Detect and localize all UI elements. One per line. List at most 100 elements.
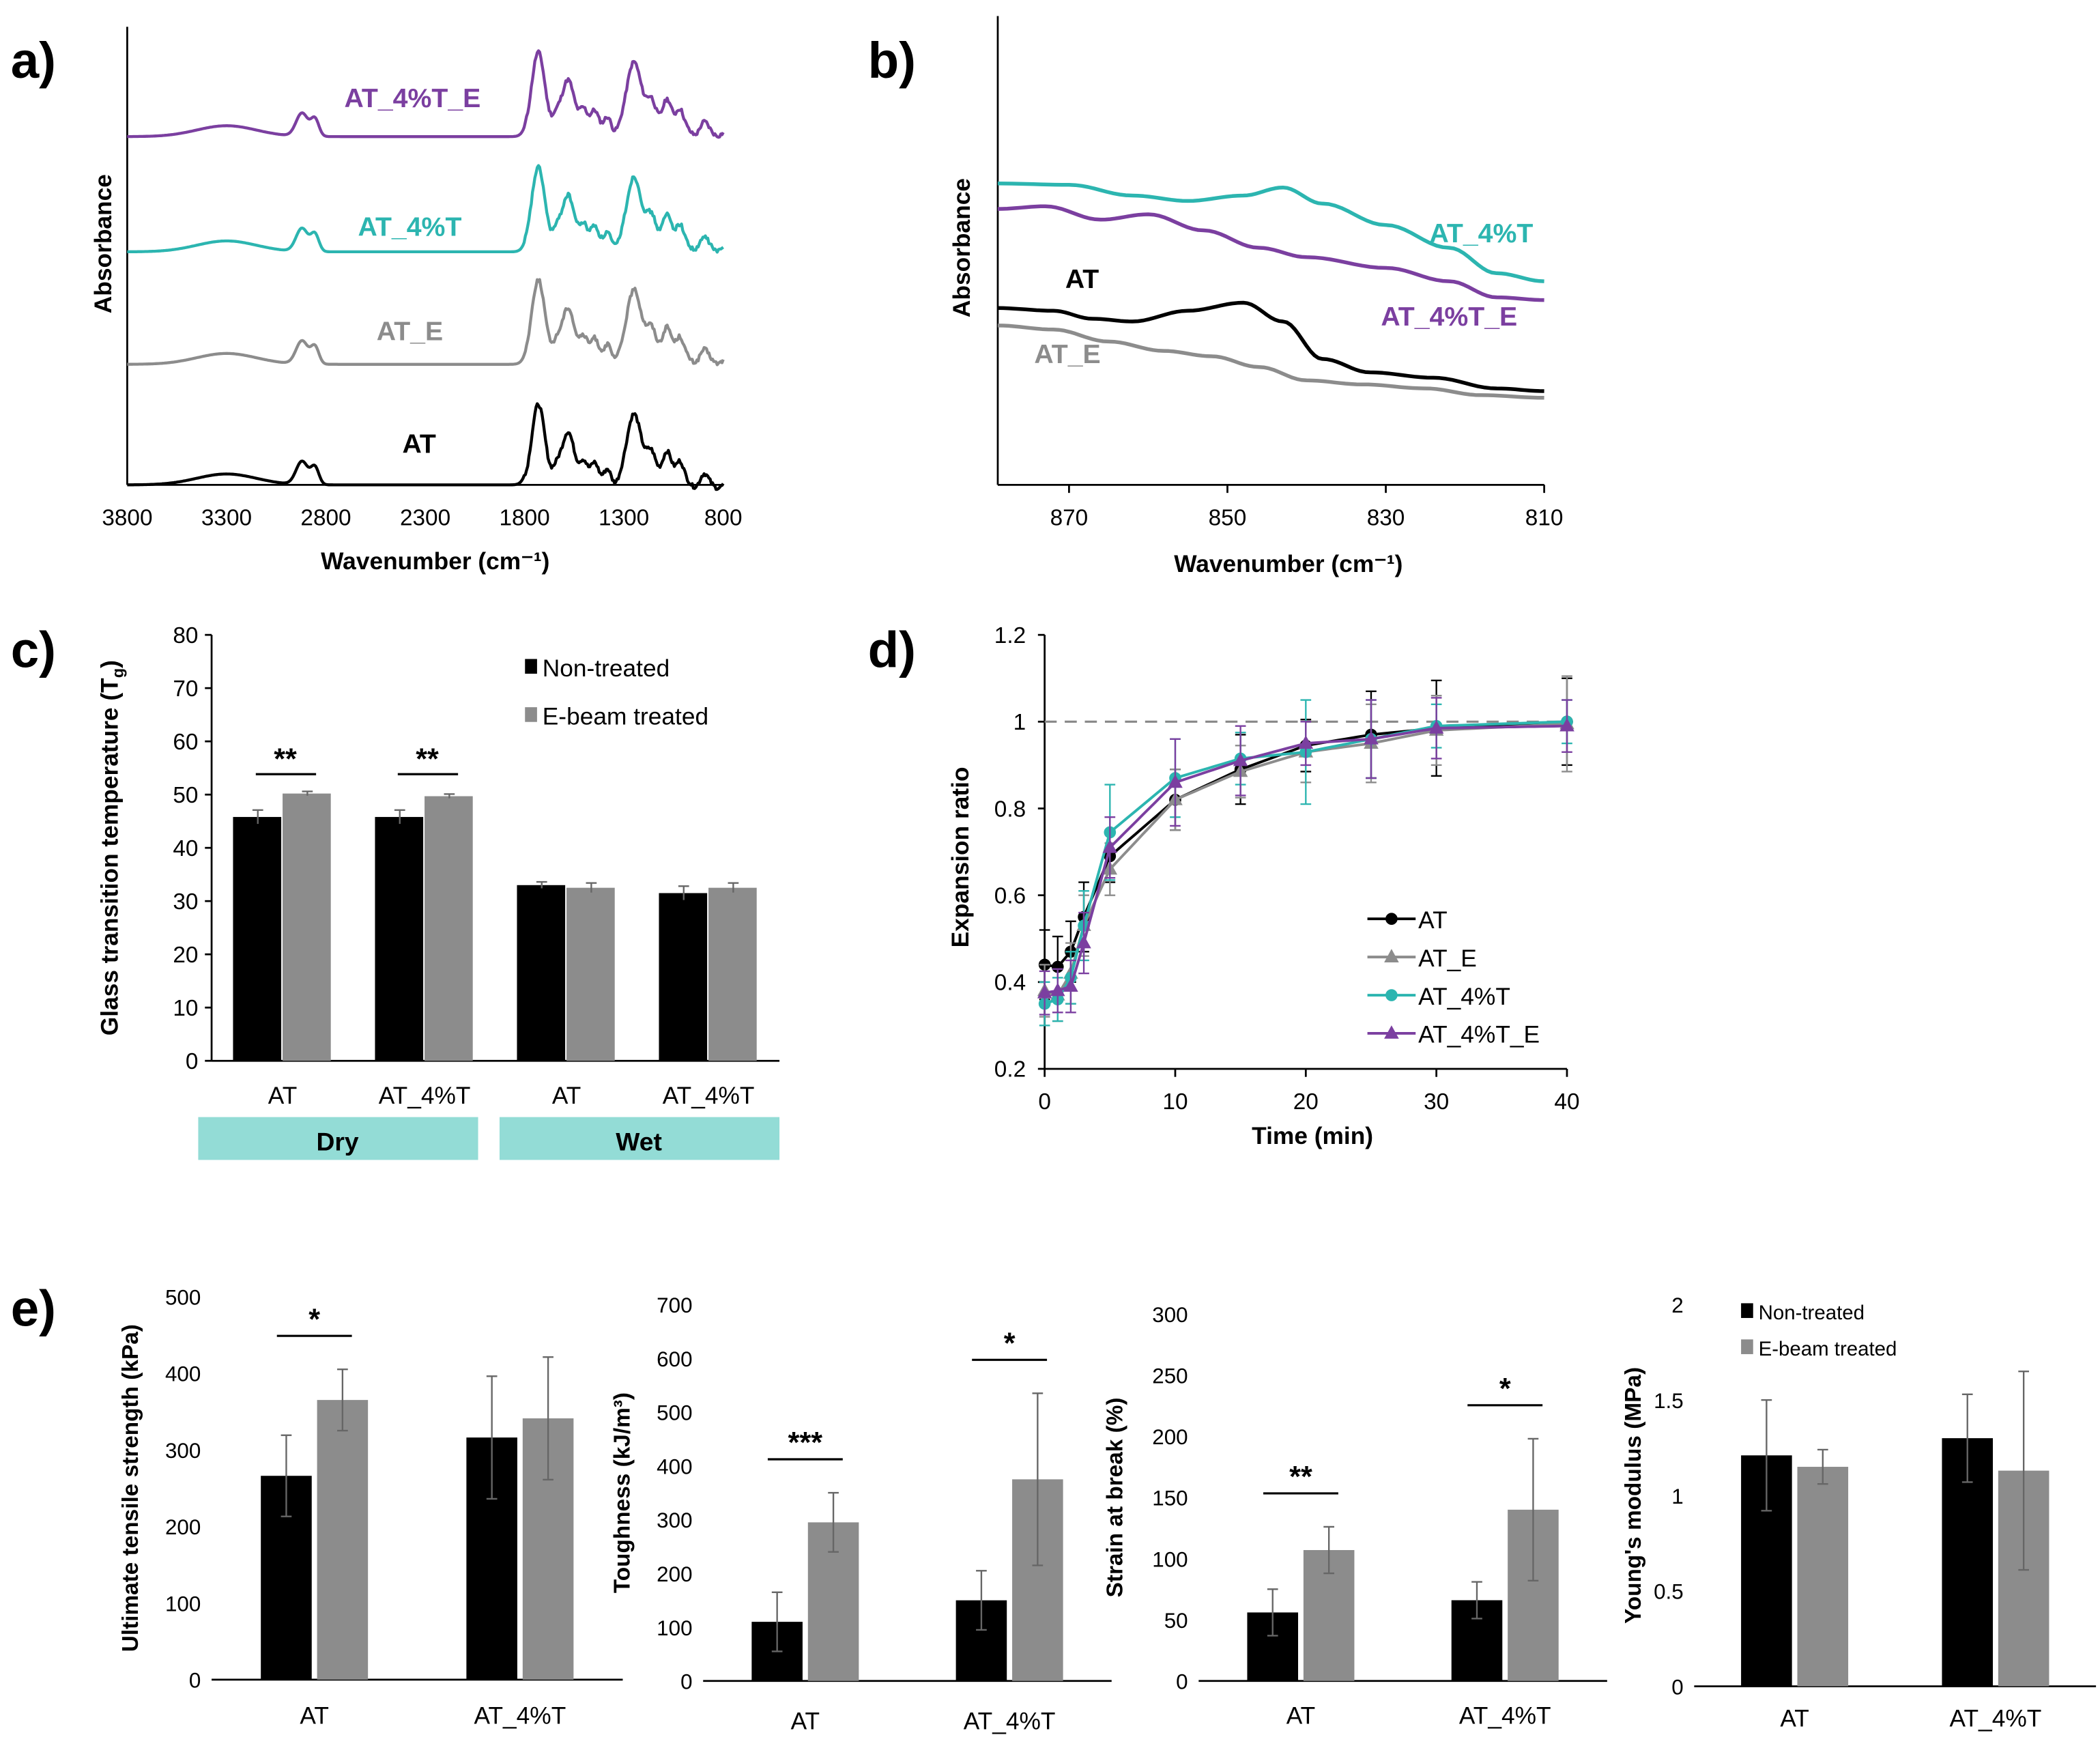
y-axis-title: Young's modulus (MPa) [1621,1367,1646,1624]
bar-E-beam treated [708,887,757,1061]
x-tick-label: 870 [1050,505,1089,530]
y-tick-label: 80 [173,623,198,648]
y-tick-label: 150 [1152,1487,1188,1510]
legend-swatch [525,707,537,722]
y-tick-label: 200 [657,1562,692,1586]
y-tick-label: 0.2 [994,1057,1026,1083]
x-axis-title: Wavenumber (cm⁻¹) [321,548,549,575]
x-axis-title: Wavenumber (cm⁻¹) [1174,551,1403,577]
y-tick-label: 0 [1671,1675,1683,1699]
significance-label: ** [1289,1461,1312,1493]
y-tick-label: 0 [1176,1670,1188,1694]
x-axis-title: Time (min) [1252,1123,1373,1149]
bar-Non-treated [233,816,282,1061]
y-axis-title: Strain at break (%) [1102,1397,1127,1597]
legend-swatch [1741,1339,1753,1354]
y-tick-label: 1 [1013,710,1026,735]
y-axis-title: Absorbance [90,174,117,313]
y-axis-title: Toughness (kJ/m³) [609,1392,635,1593]
spectrum-AT_4%T_E [997,204,1544,302]
bar-E-beam treated [425,796,473,1061]
panel-label-a: a) [11,31,56,89]
y-axis-title: Ultimate tensile strength (kPa) [118,1324,143,1652]
spectrum-AT_4%T [997,182,1544,283]
group-label: Wet [616,1128,662,1156]
y-tick-label: 0.8 [994,797,1026,822]
spectrum-AT_E [997,324,1544,400]
panel-e-chart-2: 0 100 200 300 400 500 600 700 Toughness (kJ/m³) A… [609,1293,1112,1734]
marker-AT_4%T_E [1050,982,1065,997]
significance-label: ** [416,743,439,775]
y-axis-title-main: Glass transition temperature (T [97,678,124,1035]
legend-label: E-beam treated [1759,1338,1897,1360]
y-tick-label: 60 [173,730,198,755]
marker-AT_4%T_E [1063,978,1078,992]
legend-marker [1385,913,1398,926]
legend-label: E-beam treated [543,704,708,730]
y-tick-label: 300 [165,1439,201,1463]
bar-E-beam treated [283,793,331,1061]
y-tick-label: 20 [173,943,198,968]
group-band-Wet [499,1117,780,1160]
x-tick-label: 30 [1424,1089,1449,1115]
significance-label: * [1004,1327,1016,1360]
category-label: AT [791,1708,820,1734]
bar-E-beam treated [317,1400,369,1680]
y-tick-label: 100 [1152,1547,1188,1571]
marker-AT_4%T_E [1559,717,1574,732]
spectrum-AT_E [127,278,725,367]
panel-e-chart-1: 0 100 200 300 400 500 Ultimate tensile strengt… [118,1285,623,1730]
legend-marker [1384,1025,1399,1039]
x-tick-label: 810 [1525,505,1564,530]
legend-label: Non-treated [543,655,670,682]
significance-label: * [308,1303,320,1336]
legend-label: AT_E [1418,945,1477,972]
spectrum-AT_4%T [127,164,724,254]
panel-label-c: c) [11,620,56,678]
bar-E-beam treated [1797,1467,1849,1687]
y-tick-label: 600 [657,1347,692,1371]
group-band-Dry [198,1117,478,1160]
y-tick-label: 0 [186,1049,199,1074]
legend-swatch [1741,1303,1753,1318]
y-tick-label: 1.2 [994,623,1026,648]
marker-AT_4%T_E [1428,720,1444,734]
series-label: AT_E [1034,339,1100,369]
y-tick-label: 500 [165,1285,201,1309]
group-label: Dry [316,1128,358,1156]
marker-AT_4%T_E [1233,752,1248,766]
category-label: AT_4%T [663,1083,755,1109]
panel-c-bars: 0 10 20 30 40 50 60 70 80 Glass transition temper… [97,623,780,1160]
y-tick-label: 500 [657,1401,692,1425]
series-label: AT_4%T [1429,218,1533,248]
x-tick-label: 2300 [400,505,450,530]
marker-AT_4%T_E [1102,839,1118,853]
series-label: AT [1065,264,1099,294]
series-label: AT_4%T_E [344,83,480,113]
category-label: AT [1286,1703,1316,1730]
panel-d-scatter: 0.2 0.4 0.6 0.8 1 1.2 0 10 20 30 40 Time (min) Expan… [947,623,1580,1149]
y-tick-label: 400 [657,1455,692,1478]
x-tick-label: 1300 [599,505,649,530]
x-tick-label: 850 [1209,505,1247,530]
y-tick-label: 0.6 [994,883,1026,908]
y-tick-label: 0 [189,1669,201,1693]
panel-e-chart-3: 0 50 100 150 200 250 300 Strain at break (%) AT A… [1102,1303,1607,1730]
y-tick-label: 50 [1164,1609,1188,1633]
y-tick-label: 100 [165,1592,201,1616]
marker-AT [1051,960,1064,973]
bar-Non-treated [659,893,708,1061]
legend-marker [1385,989,1398,1001]
y-tick-label: 50 [173,783,198,808]
series-label: AT_E [377,316,443,346]
y-tick-label: 200 [165,1515,201,1539]
legend-label: AT_4%T [1418,984,1510,1010]
x-tick-label: 10 [1162,1089,1188,1115]
x-tick-label: 0 [1038,1089,1051,1115]
significance-label: ** [274,743,297,775]
y-tick-label: 10 [173,996,198,1021]
spectrum-AT [127,402,725,491]
bar-Non-treated [517,885,566,1061]
marker-AT_4%T_E [1364,731,1379,745]
